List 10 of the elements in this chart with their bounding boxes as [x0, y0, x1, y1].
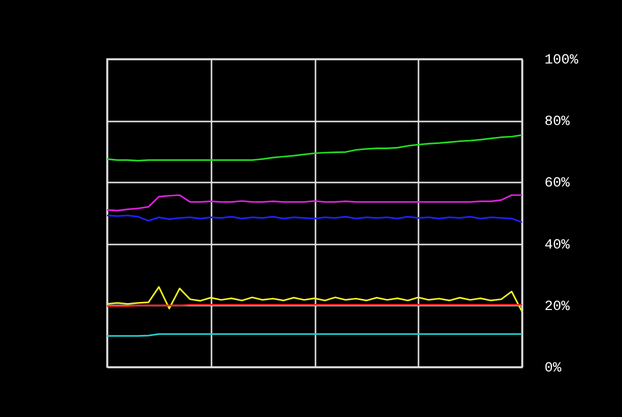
y-tick-label: 100%	[544, 52, 579, 68]
y-tick-label: 40%	[544, 237, 570, 254]
line-series	[106, 134, 523, 162]
y-tick-label: 20%	[544, 298, 570, 315]
y-tick-label: 80%	[544, 114, 570, 130]
line-series	[106, 286, 523, 312]
y-tick-label: 0%	[544, 360, 562, 376]
line-series	[106, 194, 523, 212]
line-series	[106, 214, 523, 224]
y-tick-label: 60%	[544, 176, 570, 192]
